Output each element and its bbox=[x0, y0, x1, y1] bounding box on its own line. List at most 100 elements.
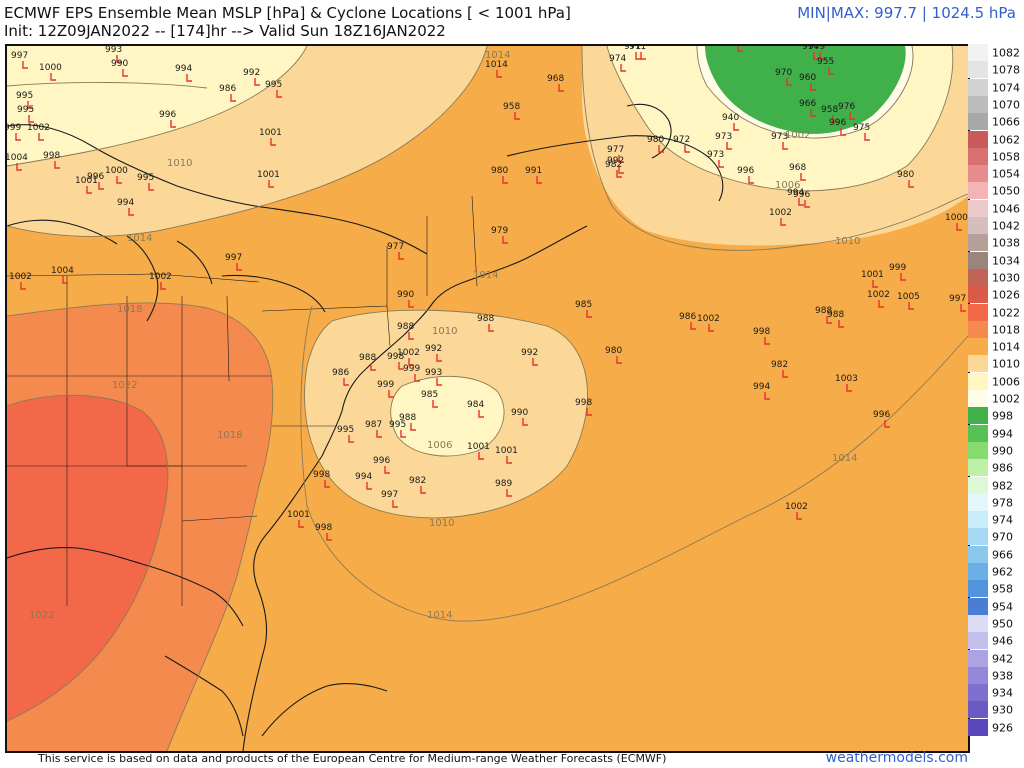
cyclone-low: 996 bbox=[737, 166, 754, 184]
low-marker-icon bbox=[186, 74, 192, 82]
low-pressure-value: 994 bbox=[355, 472, 372, 482]
low-pressure-value: 980 bbox=[647, 135, 664, 145]
low-pressure-value: 1001 bbox=[861, 270, 884, 280]
cyclone-low: 996 bbox=[87, 172, 104, 190]
low-marker-icon bbox=[813, 52, 819, 60]
legend-swatch bbox=[968, 441, 988, 459]
legend-swatch bbox=[968, 597, 988, 615]
cyclone-low: 993 bbox=[425, 368, 442, 386]
legend-label: 1070 bbox=[992, 98, 1020, 112]
low-pressure-value: 995 bbox=[137, 173, 154, 183]
legend-label: 1014 bbox=[992, 340, 1020, 354]
cyclone-low: 999 bbox=[377, 380, 394, 398]
low-pressure-value: 996 bbox=[829, 118, 846, 128]
legend-entry: 990 bbox=[968, 441, 1024, 459]
map-panel: 1010 1014 1014 1018 1022 1018 1022 1014 1010 1006… bbox=[5, 44, 970, 753]
legend-label: 950 bbox=[992, 617, 1013, 631]
legend-entry: 1038 bbox=[968, 234, 1024, 252]
cyclone-low: 996 bbox=[793, 190, 810, 208]
cyclone-low: 988 bbox=[827, 310, 844, 328]
chart-title: ECMWF EPS Ensemble Mean MSLP [hPa] & Cyc… bbox=[4, 4, 571, 22]
cyclone-low: 994 bbox=[355, 472, 372, 490]
low-pressure-value: 1014 bbox=[485, 60, 508, 70]
isobar-label: 1022 bbox=[112, 380, 137, 391]
low-marker-icon bbox=[392, 500, 398, 508]
low-marker-icon bbox=[170, 120, 176, 128]
low-pressure-value: 982 bbox=[605, 160, 622, 170]
legend-entry: 954 bbox=[968, 597, 1024, 615]
isobar-label: 1014 bbox=[832, 453, 857, 464]
low-marker-icon bbox=[878, 300, 884, 308]
legend-swatch bbox=[968, 182, 988, 200]
legend-entry: 1062 bbox=[968, 130, 1024, 148]
pressure-field-1006-offshore bbox=[390, 376, 505, 456]
low-marker-icon bbox=[420, 486, 426, 494]
low-pressure-value: 999 bbox=[889, 263, 906, 273]
cyclone-low: 1002 bbox=[697, 314, 720, 332]
cyclone-low: 968 bbox=[547, 74, 564, 92]
cyclone-low: 958 bbox=[821, 105, 838, 123]
cyclone-low: 979 bbox=[491, 226, 508, 244]
cyclone-low: 998 bbox=[387, 352, 404, 370]
cyclone-low: 995 bbox=[16, 91, 33, 109]
low-marker-icon bbox=[408, 300, 414, 308]
pressure-field-1022-west bbox=[7, 395, 168, 721]
low-marker-icon bbox=[148, 183, 154, 191]
low-marker-icon bbox=[960, 304, 966, 312]
low-pressure-value: 955 bbox=[817, 57, 834, 67]
low-marker-icon bbox=[832, 115, 838, 123]
legend-label: 1026 bbox=[992, 288, 1020, 302]
legend-label: 966 bbox=[992, 548, 1013, 562]
low-pressure-value: 994 bbox=[753, 382, 770, 392]
legend-swatch bbox=[968, 320, 988, 338]
cyclone-low: 972 bbox=[673, 135, 690, 153]
low-marker-icon bbox=[748, 176, 754, 184]
legend-swatch bbox=[968, 476, 988, 494]
low-pressure-value: 995 bbox=[16, 91, 33, 101]
legend-label: 1030 bbox=[992, 271, 1020, 285]
low-marker-icon bbox=[408, 358, 414, 366]
cyclone-low: 982 bbox=[605, 160, 622, 178]
low-marker-icon bbox=[270, 138, 276, 146]
low-pressure-value: 997 bbox=[949, 294, 966, 304]
cyclone-low: 970 bbox=[775, 68, 792, 86]
cyclone-low: 992 bbox=[243, 68, 260, 86]
cyclone-low: 995 bbox=[389, 420, 406, 438]
low-pressure-value: 980 bbox=[605, 346, 622, 356]
legend-swatch bbox=[968, 147, 988, 165]
low-pressure-value: 998 bbox=[315, 523, 332, 533]
legend-entry: 1066 bbox=[968, 113, 1024, 131]
cyclone-low: 971 bbox=[624, 46, 641, 60]
low-marker-icon bbox=[786, 78, 792, 86]
low-pressure-value: 976 bbox=[838, 102, 855, 112]
cyclone-low: 980 bbox=[491, 166, 508, 184]
legend-swatch bbox=[968, 614, 988, 632]
legend-swatch bbox=[968, 459, 988, 477]
low-marker-icon bbox=[506, 489, 512, 497]
legend-entry: 938 bbox=[968, 666, 1024, 684]
legend-entry: 966 bbox=[968, 545, 1024, 563]
low-marker-icon bbox=[414, 374, 420, 382]
legend-entry: 970 bbox=[968, 528, 1024, 546]
isobar-label: 1014 bbox=[127, 233, 152, 244]
site-link[interactable]: weathermodels.com bbox=[825, 750, 968, 766]
ecmwf-credit: This service is based on data and produc… bbox=[38, 752, 667, 765]
legend-label: 978 bbox=[992, 496, 1013, 510]
legend-label: 942 bbox=[992, 652, 1013, 665]
low-pressure-value: 998 bbox=[43, 151, 60, 161]
low-marker-icon bbox=[236, 263, 242, 271]
low-pressure-value: 1002 bbox=[149, 272, 172, 282]
legend-label: 1018 bbox=[992, 323, 1020, 337]
low-pressure-value: 973 bbox=[771, 132, 788, 142]
low-marker-icon bbox=[16, 163, 22, 171]
isobar-label: 1018 bbox=[117, 304, 142, 315]
cyclone-low: 1002 bbox=[149, 272, 172, 290]
low-pressure-value: 996 bbox=[87, 172, 104, 182]
low-pressure-value: 982 bbox=[771, 360, 788, 370]
low-marker-icon bbox=[502, 236, 508, 244]
low-pressure-value: 994 bbox=[117, 198, 134, 208]
cyclone-low: 1002 bbox=[27, 123, 50, 141]
low-pressure-value: 985 bbox=[421, 390, 438, 400]
cyclone-low: 980 bbox=[897, 170, 914, 188]
cyclone-low: 991 bbox=[525, 166, 542, 184]
